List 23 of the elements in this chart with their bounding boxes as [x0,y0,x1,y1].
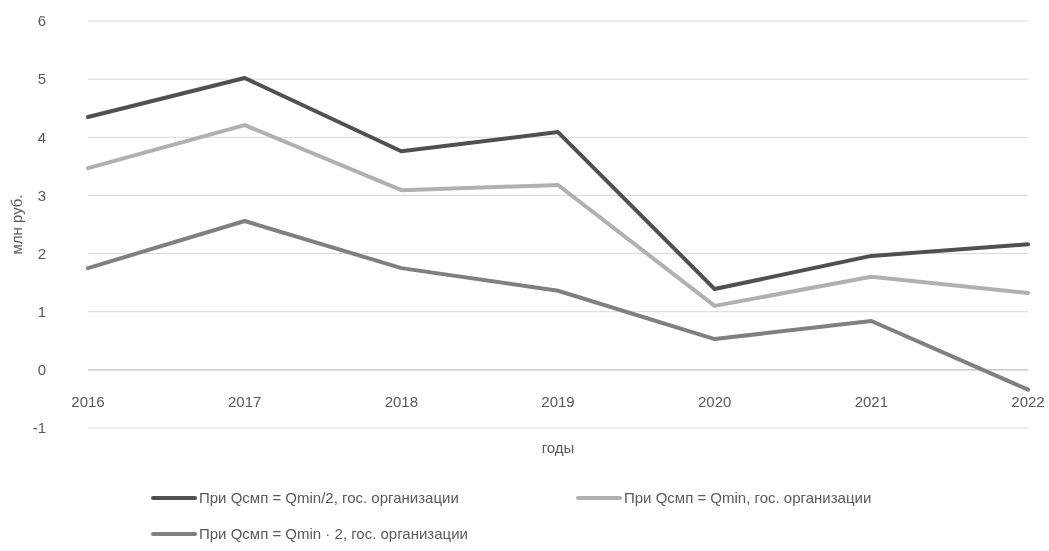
x-tick-label: 2021 [854,392,889,410]
x-axis-title: годы [541,439,575,456]
line-series [86,219,1030,392]
x-tick-label: 2020 [697,392,732,410]
legend-label: При Qсмп = Qmin/2, гос. организации [199,489,459,507]
y-tick-label: 5 [37,70,46,88]
line-series [86,75,1030,292]
x-tick-label: 2019 [541,392,575,410]
y-tick-label: 0 [37,361,46,379]
x-tick-label: 2022 [1011,392,1045,410]
y-tick-label: 2 [37,244,46,262]
x-tick-label: 2018 [384,392,419,410]
y-tick-label: 3 [37,186,46,204]
legend-label: При Qсмп = Qmin, гос. организации [624,489,872,507]
y-tick-label: 1 [37,302,46,320]
y-tick-label: -1 [32,419,46,437]
y-tick-label: 4 [37,128,46,146]
x-tick-label: 2016 [71,392,105,410]
legend-label: При Qсмп = Qmin · 2, гос. организации [199,525,468,543]
y-tick-label: 6 [37,12,46,30]
line-series [86,123,1030,308]
y-axis-title: млн руб. [8,194,25,255]
x-tick-label: 2017 [227,392,262,410]
